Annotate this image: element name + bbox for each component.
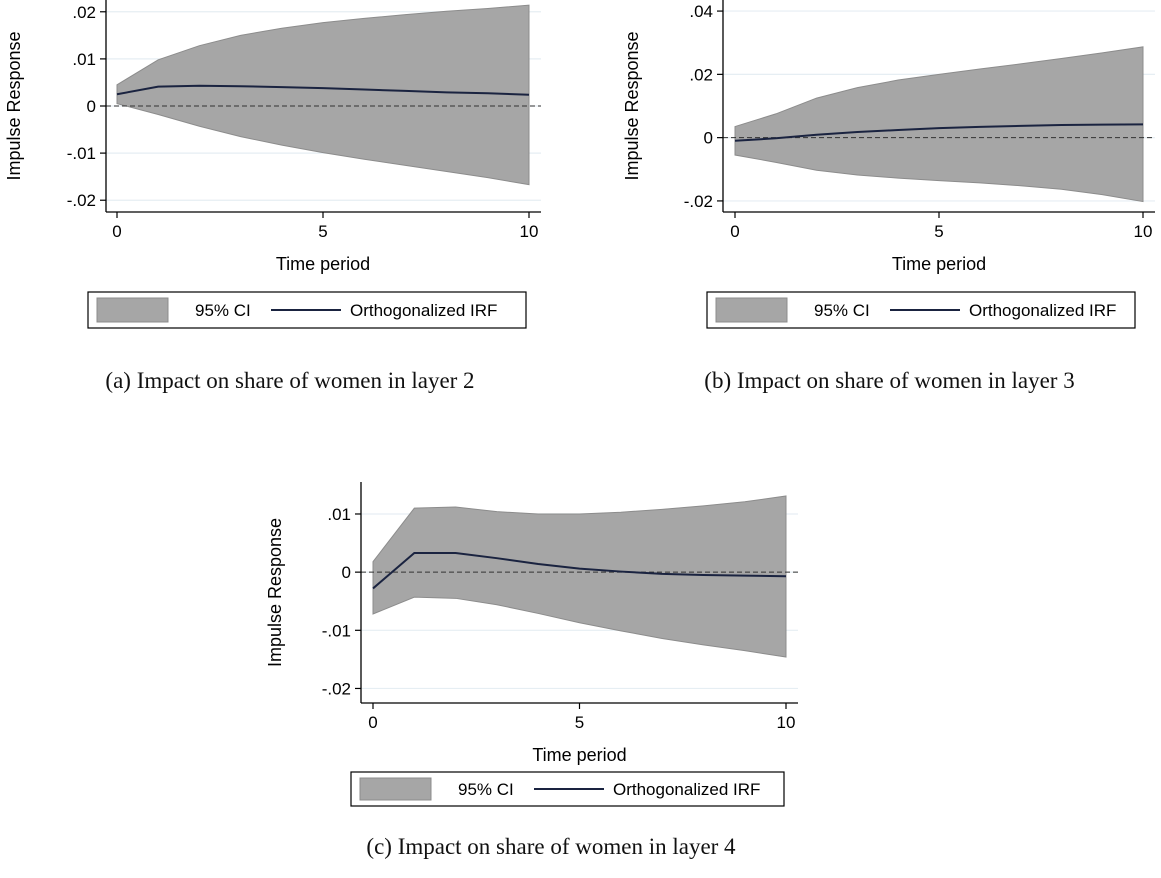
y-tick-label-3: .01	[327, 505, 351, 524]
y-axis-title: Impulse Response	[622, 31, 642, 180]
x-axis-title: Time period	[532, 745, 626, 765]
chart-panel-b: -.02 0 .02 .04 0 5 10 Time period Impulse Respon…	[618, 0, 1161, 410]
x-tick-label-1: 5	[318, 222, 327, 241]
x-tick-label-0: 0	[112, 222, 121, 241]
x-tick-label-0: 0	[730, 222, 739, 241]
ci-band	[734, 46, 1144, 203]
legend-label-ci: 95% CI	[458, 780, 514, 799]
legend-swatch-ci	[96, 297, 169, 323]
x-tick-label-2: 10	[1134, 222, 1153, 241]
y-tick-label-0: -.02	[322, 679, 351, 698]
chart-panel-c: -.02 -.01 0 .01 0 5 10 Time period Impulse Respo…	[256, 472, 846, 878]
legend-label-irf: Orthogonalized IRF	[613, 780, 760, 799]
x-tick-label-1: 5	[934, 222, 943, 241]
y-tick-label-3: .01	[72, 50, 96, 69]
chart-a: -.02 -.01 0 .01 .02 0 5 10 Time period Impulse Re…	[4, 0, 541, 329]
chart-b: -.02 0 .02 .04 0 5 10 Time period Impulse Respon…	[622, 0, 1155, 329]
chart-panel-a: -.02 -.01 0 .01 .02 0 5 10 Time period Impulse Re…	[0, 0, 580, 410]
legend-swatch-ci	[715, 297, 788, 323]
y-tick-label-2: 0	[342, 563, 351, 582]
x-axis-title: Time period	[276, 254, 370, 274]
legend-label-ci: 95% CI	[195, 301, 251, 320]
caption-c: (c) Impact on share of women in layer 4	[366, 834, 736, 859]
y-tick-label-3: .04	[689, 2, 713, 21]
y-tick-label-1: -.01	[322, 621, 351, 640]
caption-a: (a) Impact on share of women in layer 2	[105, 368, 475, 393]
y-tick-label-0: -.02	[67, 191, 96, 210]
y-tick-label-2: 0	[87, 97, 96, 116]
y-tick-label-2: .02	[689, 65, 713, 84]
x-tick-label-2: 10	[777, 713, 796, 732]
legend-label-irf: Orthogonalized IRF	[969, 301, 1116, 320]
chart-c: -.02 -.01 0 .01 0 5 10 Time period Impulse Respo…	[265, 482, 798, 807]
irf-line	[116, 84, 530, 96]
caption-b: (b) Impact on share of women in layer 3	[704, 368, 1075, 393]
irf-line	[734, 123, 1144, 142]
x-tick-label-0: 0	[368, 713, 377, 732]
x-axis-title: Time period	[892, 254, 986, 274]
x-tick-label-1: 5	[575, 713, 584, 732]
legend-label-irf: Orthogonalized IRF	[350, 301, 497, 320]
y-axis-title: Impulse Response	[265, 518, 285, 667]
y-axis-title: Impulse Response	[4, 31, 24, 180]
y-tick-label-4: .02	[72, 3, 96, 22]
ci-band	[116, 4, 530, 186]
ci-band	[372, 495, 787, 658]
x-tick-label-2: 10	[520, 222, 539, 241]
legend-swatch-ci	[359, 777, 432, 801]
y-tick-label-1: -.01	[67, 144, 96, 163]
y-tick-label-0: -.02	[684, 192, 713, 211]
y-tick-label-1: 0	[704, 129, 713, 148]
legend-label-ci: 95% CI	[814, 301, 870, 320]
irf-line	[372, 551, 787, 590]
